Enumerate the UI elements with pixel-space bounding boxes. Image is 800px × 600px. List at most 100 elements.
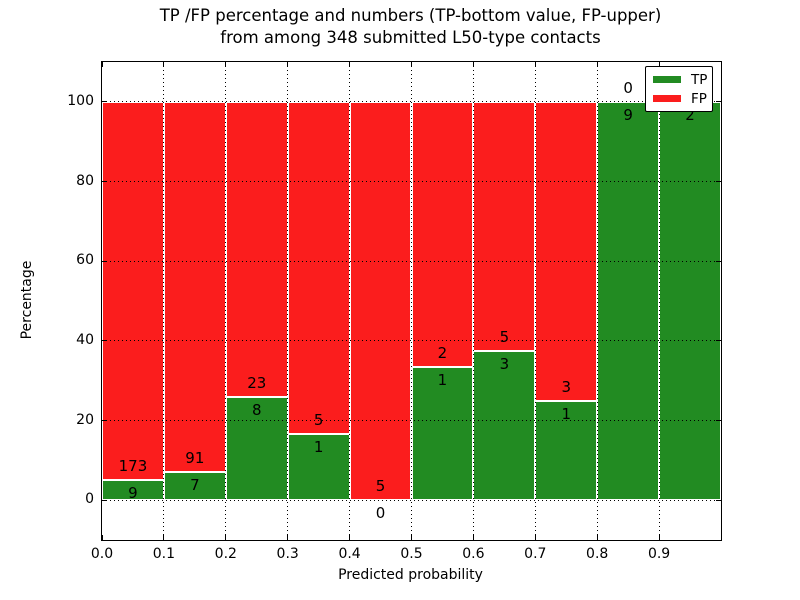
x-tick-top — [101, 62, 103, 67]
x-tick-bottom — [658, 535, 660, 540]
y-tick-label: 60 — [76, 252, 94, 269]
y-tick-left — [102, 101, 107, 103]
y-gridline — [102, 260, 721, 262]
bar-segment-fp — [163, 101, 226, 472]
bar-count-fp: 3 — [561, 377, 572, 396]
x-tick-bottom — [349, 535, 351, 540]
x-tick-top — [163, 62, 165, 67]
legend-row-fp: FP — [653, 90, 707, 107]
y-gridline — [102, 340, 721, 342]
bar-segment-fp — [349, 101, 412, 501]
y-axis-label: Percentage — [19, 260, 35, 340]
y-tick-right — [716, 101, 721, 103]
x-tick-label: 0.2 — [214, 546, 237, 562]
x-tick-bottom — [101, 535, 103, 540]
bar-count-tp: 9 — [623, 105, 633, 124]
x-gridline — [472, 62, 474, 540]
legend-label-fp: FP — [691, 90, 707, 107]
y-tick-left — [102, 181, 107, 182]
bar-count-fp: 91 — [185, 448, 205, 467]
x-tick-label: 0.1 — [152, 546, 176, 562]
bar-segment-tp — [287, 433, 350, 501]
y-tick-label: 20 — [76, 411, 94, 428]
x-tick-top — [658, 62, 660, 67]
y-tick-left — [102, 340, 107, 342]
x-tick-label: 0.3 — [276, 546, 299, 562]
y-tick-right — [716, 340, 721, 342]
x-gridline — [534, 62, 536, 540]
legend-label-tp: TP — [691, 71, 708, 88]
bar-segment-tp — [659, 101, 721, 501]
x-tick-label: 0.6 — [462, 546, 485, 562]
bar-count-fp: 5 — [313, 410, 324, 429]
y-tick-right — [716, 499, 721, 501]
bar-count-tp: 3 — [499, 354, 510, 373]
legend: TP FP — [645, 66, 713, 112]
y-tick-label: 100 — [67, 92, 94, 109]
bar-count-tp: 1 — [437, 371, 448, 390]
x-axis-label: Predicted probability — [338, 567, 483, 583]
bar-segment-tp — [225, 397, 288, 501]
x-tick-label: 0.5 — [400, 546, 423, 562]
bar-segment-fp — [473, 101, 536, 351]
x-tick-bottom — [596, 535, 598, 540]
y-gridline — [102, 181, 721, 182]
x-tick-bottom — [225, 535, 227, 540]
x-tick-bottom — [534, 535, 536, 540]
bar-segment-fp — [287, 101, 350, 434]
y-tick-right — [716, 420, 721, 421]
x-tick-top — [349, 62, 351, 67]
legend-row-tp: TP — [653, 71, 708, 88]
y-tick-left — [102, 260, 107, 262]
chart-title-line2: from among 348 submitted L50-type contac… — [220, 28, 601, 47]
bar-count-tp: 0 — [375, 504, 386, 523]
bar-count-fp: 2 — [437, 344, 448, 363]
y-gridline — [102, 420, 721, 421]
bar-count-tp: 8 — [251, 401, 262, 420]
bar-segment-fp — [225, 101, 288, 398]
bar-segment-tp — [473, 350, 536, 501]
x-tick-bottom — [411, 535, 412, 540]
x-tick-top — [411, 62, 412, 67]
x-tick-label: 0.8 — [586, 546, 609, 562]
bar-count-fp: 0 — [623, 78, 633, 97]
x-tick-label: 0.9 — [647, 546, 671, 562]
bar-segment-fp — [102, 101, 164, 481]
x-gridline — [163, 62, 165, 540]
tp-color-swatch — [653, 76, 681, 83]
x-tick-top — [596, 62, 598, 67]
y-tick-label: 80 — [76, 172, 94, 189]
x-gridline — [411, 62, 412, 540]
bar-count-fp: 173 — [118, 457, 148, 476]
bar-count-tp: 2 — [685, 105, 695, 124]
bar-count-tp: 9 — [128, 484, 138, 503]
y-tick-left — [102, 499, 107, 501]
x-tick-bottom — [472, 535, 474, 540]
x-tick-label: 0.0 — [90, 546, 114, 562]
plot-area: 173 9 91 7 23 8 5 1 5 0 2 1 5 3 3 1 0 9 0 2 0.0 0.1 0.2 0.3 0.4 0… — [67, 61, 722, 562]
y-tick-right — [716, 260, 721, 262]
chart-title: TP /FP percentage and numbers (TP-bottom… — [101, 5, 720, 49]
bar-segment-fp — [535, 101, 598, 401]
chart-title-line1: TP /FP percentage and numbers (TP-bottom… — [159, 6, 662, 25]
bar-count-tp: 7 — [190, 475, 200, 494]
x-gridline — [225, 62, 227, 540]
x-gridline — [349, 62, 351, 540]
y-gridline — [102, 499, 721, 501]
fp-color-swatch — [653, 95, 681, 102]
x-tick-bottom — [287, 535, 289, 540]
y-gridline — [102, 101, 721, 103]
x-gridline — [658, 62, 660, 540]
bar-segment-fp — [411, 101, 474, 368]
bar-count-fp: 23 — [247, 374, 267, 393]
x-tick-label: 0.4 — [338, 546, 361, 562]
x-tick-label: 0.7 — [524, 546, 547, 562]
x-tick-top — [225, 62, 227, 67]
x-gridline — [287, 62, 289, 540]
x-tick-bottom — [163, 535, 165, 540]
bar-count-fp: 5 — [499, 327, 510, 346]
bar-segment-tp — [597, 101, 660, 501]
x-tick-top — [534, 62, 536, 67]
y-tick-left — [102, 420, 107, 421]
